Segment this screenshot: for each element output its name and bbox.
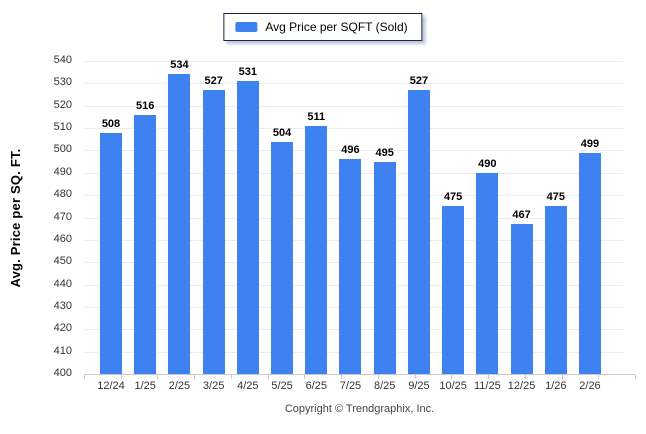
x-axis-tick xyxy=(194,375,196,379)
bar xyxy=(476,172,499,374)
bar xyxy=(544,206,567,374)
x-tick-label: 7/25 xyxy=(339,380,362,392)
bar xyxy=(510,224,533,374)
x-axis-tick xyxy=(341,375,343,379)
y-axis-title: Avg. Price per SQ. FT. xyxy=(8,148,23,288)
bar xyxy=(373,161,396,374)
x-axis-line xyxy=(84,374,635,375)
x-tick-label: 4/25 xyxy=(237,380,259,392)
y-tick-label: 480 xyxy=(53,188,72,201)
x-axis-tick xyxy=(488,375,490,379)
bar xyxy=(339,159,362,374)
x-axis-tick xyxy=(84,375,85,379)
bar-value-label: 508 xyxy=(101,117,121,130)
x-tick-label: 6/25 xyxy=(305,380,327,392)
y-tick-label: 490 xyxy=(53,165,72,178)
y-tick-label: 410 xyxy=(53,344,72,357)
bar-value-label: 475 xyxy=(546,191,565,204)
bar xyxy=(305,125,328,374)
x-axis-tick xyxy=(157,375,159,379)
x-axis-tick xyxy=(598,375,600,379)
bar xyxy=(202,90,225,374)
x-axis-tick xyxy=(561,375,563,379)
x-axis-tick xyxy=(267,375,269,379)
bar xyxy=(134,114,157,374)
bar xyxy=(442,206,465,374)
bar xyxy=(236,81,259,374)
x-axis-ticks xyxy=(84,375,636,380)
bar-value-label: 475 xyxy=(443,191,463,204)
x-tick-label: 12/24 xyxy=(97,380,125,392)
y-tick-label: 470 xyxy=(53,210,72,223)
bar-value-label: 496 xyxy=(341,144,360,157)
bar-value-label: 504 xyxy=(272,126,292,139)
x-tick-label: 11/25 xyxy=(473,380,501,392)
y-tick-label: 400 xyxy=(53,367,72,379)
y-tick-label: 450 xyxy=(53,255,72,268)
x-axis-tick xyxy=(635,375,636,379)
x-tick-label: 2/25 xyxy=(168,380,191,392)
y-tick-label: 430 xyxy=(53,299,72,312)
x-axis-tick xyxy=(524,375,526,379)
gridline xyxy=(84,61,623,62)
chart-legend: Avg Price per SQFT (Sold) xyxy=(223,13,423,41)
gridline xyxy=(84,105,623,107)
x-axis-tick xyxy=(304,375,306,379)
bar xyxy=(100,132,122,374)
x-tick-label: 1/25 xyxy=(134,380,156,392)
x-tick-label: 9/25 xyxy=(408,380,430,392)
y-tick-label: 460 xyxy=(53,232,72,245)
bar-value-label: 527 xyxy=(204,75,223,88)
bar-value-label: 495 xyxy=(375,146,394,159)
y-tick-label: 520 xyxy=(53,98,72,111)
x-tick-label: 1/26 xyxy=(545,380,567,392)
gridline xyxy=(84,83,623,85)
legend-label: Avg Price per SQFT (Sold) xyxy=(265,20,408,34)
copyright-text: Copyright © Trendgraphix, Inc. xyxy=(284,403,435,415)
x-tick-label: 3/25 xyxy=(202,380,225,392)
bar xyxy=(578,152,601,374)
y-axis-tick-labels: 400 410 420 430 440 450 460 470 480 490 500 510 520 5… xyxy=(34,55,78,379)
bar-value-label: 511 xyxy=(307,110,326,123)
bar xyxy=(271,141,294,374)
x-axis-tick xyxy=(451,375,453,379)
y-tick-label: 510 xyxy=(53,121,72,134)
x-tick-label: 2/26 xyxy=(579,380,601,392)
legend-swatch-icon xyxy=(235,22,258,32)
bar xyxy=(168,74,191,374)
bar xyxy=(407,90,430,374)
y-tick-label: 500 xyxy=(53,143,72,156)
bar-value-label: 499 xyxy=(580,137,600,150)
x-tick-label: 8/25 xyxy=(373,380,396,392)
bar-value-label: 490 xyxy=(478,157,497,170)
gridline xyxy=(84,128,623,130)
bar-value-label: 534 xyxy=(170,59,189,72)
bar-value-label: 527 xyxy=(409,75,429,88)
y-tick-label: 420 xyxy=(53,322,72,335)
bar-value-label: 531 xyxy=(238,66,258,79)
x-tick-label: 5/25 xyxy=(271,380,293,392)
x-axis-tick xyxy=(414,375,416,379)
y-tick-label: 440 xyxy=(53,277,72,290)
bar-value-label: 516 xyxy=(136,99,155,112)
gridline xyxy=(84,150,623,152)
y-tick-label: 530 xyxy=(53,76,72,89)
x-axis-tick xyxy=(377,375,379,379)
x-axis-tick xyxy=(120,375,122,379)
bar-value-label: 467 xyxy=(512,209,531,222)
x-tick-label: 10/25 xyxy=(439,380,467,392)
plot-area: 508 516 534 527 531 504 511 496 495 527 475 490 467 4… xyxy=(84,59,623,374)
x-axis-tick xyxy=(230,375,232,379)
x-axis-tick-labels: 12/24 1/25 2/25 3/25 4/25 5/25 6/25 7/25 8/25 9/2… xyxy=(84,380,623,394)
y-tick-label: 540 xyxy=(53,54,72,66)
x-tick-label: 12/25 xyxy=(507,380,536,392)
